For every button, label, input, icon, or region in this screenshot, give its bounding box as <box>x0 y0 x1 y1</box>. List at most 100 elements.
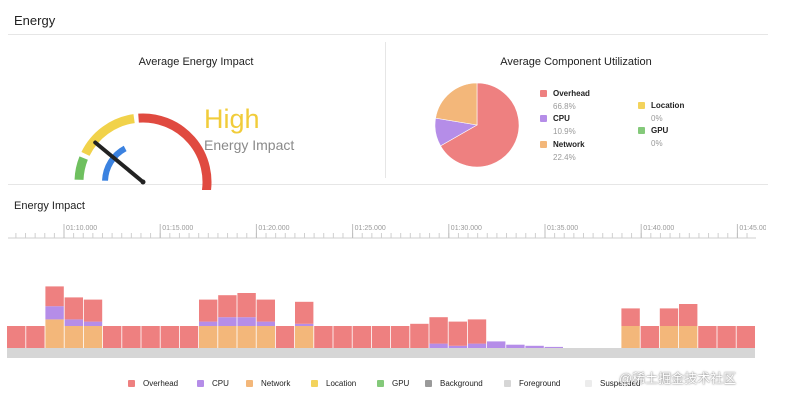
legend-label: Suspended <box>600 379 641 388</box>
timeline-bar[interactable] <box>275 326 295 348</box>
header-divider <box>8 34 768 35</box>
bar-segment-cpu <box>429 343 448 348</box>
pie-slice-network <box>435 82 478 126</box>
timeline-bar[interactable] <box>237 293 256 348</box>
timeline-bar[interactable] <box>333 326 352 348</box>
bar-segment-cpu <box>544 346 563 348</box>
timeline-bar[interactable] <box>45 286 64 348</box>
tick-label: 01:45.000 <box>739 225 766 232</box>
timeline-bar[interactable] <box>179 326 199 348</box>
gauge-needle-pivot <box>140 179 146 185</box>
timeline-bar[interactable] <box>7 326 26 348</box>
timeline-bar[interactable] <box>448 321 467 348</box>
legend-swatch <box>246 380 253 387</box>
bar-segment-cpu <box>237 317 256 326</box>
timeline-bar[interactable] <box>141 326 160 348</box>
bar-segment-cpu <box>64 319 83 326</box>
legend-percent: 10.9% <box>553 127 576 136</box>
timeline-bar[interactable] <box>659 308 679 348</box>
legend-swatch <box>540 90 547 97</box>
watermark-text: @稀土掘金技术社区 <box>619 371 737 386</box>
bar-segment-overhead <box>448 321 467 346</box>
bar-segment-network <box>83 326 103 348</box>
timeline-bar[interactable] <box>218 295 237 348</box>
window-title: Energy <box>14 13 56 28</box>
bar-segment-overhead <box>237 293 256 318</box>
timeline-bar[interactable] <box>199 299 218 348</box>
energy-impact-subtitle: Energy Impact <box>204 137 295 153</box>
pie-slice-overhead <box>440 82 520 168</box>
timeline-bar[interactable] <box>544 346 563 348</box>
legend-percent: 22.4% <box>553 153 576 162</box>
legend-swatch <box>128 380 135 387</box>
timeline-bar[interactable] <box>391 326 410 348</box>
timeline-bar[interactable] <box>506 344 525 348</box>
timeline-bar[interactable] <box>352 326 371 348</box>
panel-divider <box>385 42 386 178</box>
bar-segment-overhead <box>122 326 141 348</box>
legend-item-background: Background <box>425 379 483 388</box>
timeline-bar[interactable] <box>679 304 698 348</box>
timeline-bar[interactable] <box>525 345 544 348</box>
legend-label: Network <box>261 379 291 388</box>
tick-label: 01:40.000 <box>643 225 674 232</box>
legend-label: Background <box>440 379 483 388</box>
timeline-bar[interactable] <box>736 326 755 348</box>
timeline-bar[interactable] <box>160 326 179 348</box>
timeline-bar[interactable] <box>698 326 717 348</box>
bar-segment-overhead <box>391 326 410 348</box>
legend-swatch <box>638 127 645 134</box>
timeline-bar[interactable] <box>83 299 103 348</box>
bar-segment-overhead <box>218 295 237 318</box>
bar-segment-network <box>621 326 640 348</box>
bar-segment-overhead <box>659 308 679 326</box>
timeline-bar[interactable] <box>410 323 429 348</box>
timeline-bar[interactable] <box>487 341 506 348</box>
bar-segment-cpu <box>525 345 544 348</box>
tick-label: 01:25.000 <box>355 225 386 232</box>
bar-segment-overhead <box>679 304 698 326</box>
legend-item-network: Network <box>246 379 290 388</box>
legend-swatch <box>504 380 511 387</box>
bar-segment-cpu <box>295 323 314 326</box>
tick-label: 01:10.000 <box>66 225 97 232</box>
timeline-bar[interactable] <box>371 326 391 348</box>
timeline-bar[interactable] <box>256 299 275 348</box>
bar-segment-overhead <box>640 326 659 348</box>
timeline-bar[interactable] <box>717 326 736 348</box>
timeline-bar[interactable] <box>64 297 83 348</box>
bar-segment-cpu <box>448 345 467 348</box>
bar-segment-overhead <box>467 319 487 344</box>
timeline-bar[interactable] <box>621 308 640 348</box>
bar-segment-overhead <box>64 297 83 320</box>
gauge-arc-green <box>74 156 88 181</box>
energy-timeline-chart[interactable]: 01:10.000 01:15.000 01:20.000 01:25.000 01:3… <box>6 218 766 358</box>
bar-segment-overhead <box>410 323 429 348</box>
legend-item-foreground: Foreground <box>504 379 560 388</box>
bar-segment-network <box>659 326 679 348</box>
legend-name: Network <box>553 140 585 149</box>
bar-segment-network <box>45 319 64 348</box>
timeline-bar[interactable] <box>640 326 659 348</box>
timeline-bar[interactable] <box>429 317 448 348</box>
timeline-bar[interactable] <box>26 326 45 348</box>
bar-segment-cpu <box>199 321 218 326</box>
tick-label: 01:20.000 <box>258 225 289 232</box>
legend-label: Overhead <box>143 379 179 388</box>
timeline-bar[interactable] <box>103 326 122 348</box>
legend-item-cpu: CPU <box>197 379 229 388</box>
gauge-needle <box>93 140 146 185</box>
bar-segment-overhead <box>179 326 199 348</box>
legend-swatch <box>311 380 318 387</box>
tick-label: 01:35.000 <box>547 225 578 232</box>
bar-segment-network <box>199 326 218 348</box>
bar-segment-network <box>64 326 83 348</box>
timeline-bar[interactable] <box>314 326 333 348</box>
legend-swatch <box>377 380 384 387</box>
timeline-bar[interactable] <box>295 301 314 348</box>
timeline-bar[interactable] <box>467 319 487 348</box>
bar-segment-overhead <box>45 286 64 307</box>
timeline-bar[interactable] <box>122 326 141 348</box>
utilization-pie-chart <box>434 82 520 168</box>
bar-segment-overhead <box>314 326 333 348</box>
